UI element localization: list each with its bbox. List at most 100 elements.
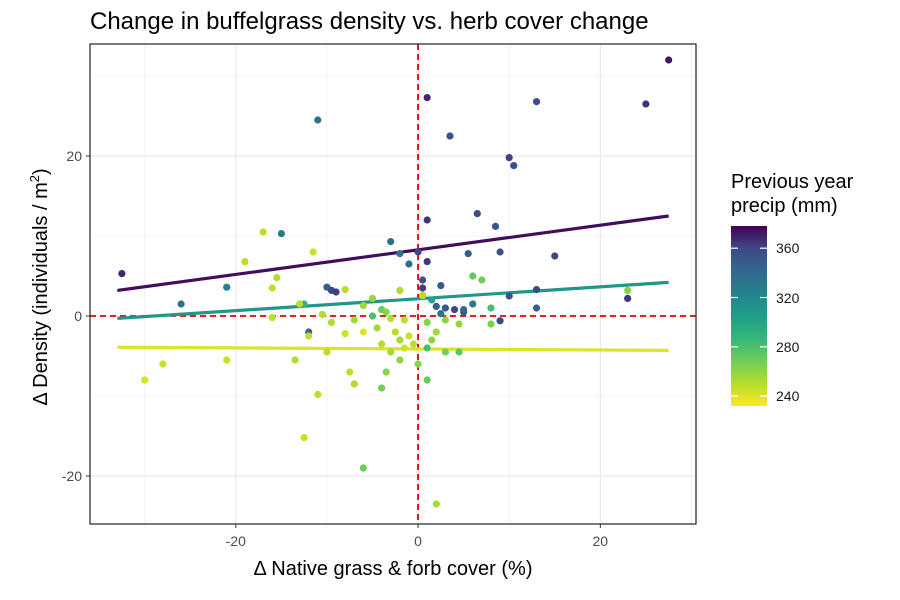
data-point xyxy=(423,344,431,352)
data-point xyxy=(295,300,304,308)
data-point xyxy=(409,340,418,348)
data-point xyxy=(291,356,299,364)
legend-title-line-1: Previous year xyxy=(731,171,854,193)
data-point xyxy=(223,356,231,364)
data-point xyxy=(341,286,349,294)
data-point xyxy=(405,332,413,340)
data-point xyxy=(346,368,354,376)
data-point xyxy=(382,368,390,376)
data-point xyxy=(423,258,431,266)
y-tick-label: -20 xyxy=(62,468,82,484)
data-point xyxy=(309,248,317,256)
axis-ticks: -20 0 20 -20 0 20 xyxy=(62,148,609,549)
data-point xyxy=(460,306,468,314)
data-point xyxy=(405,260,413,268)
data-point xyxy=(387,238,395,246)
data-point xyxy=(624,294,632,302)
data-point xyxy=(387,314,395,322)
data-point xyxy=(419,291,427,299)
data-point xyxy=(423,216,431,224)
data-point xyxy=(350,380,358,388)
data-point xyxy=(423,318,431,326)
data-point xyxy=(487,320,495,328)
data-point xyxy=(141,376,149,384)
data-point xyxy=(396,286,404,294)
data-point xyxy=(532,304,541,312)
y-axis-label-main: Δ Density (individuals / m xyxy=(29,182,52,406)
data-point xyxy=(273,274,281,282)
data-point xyxy=(469,300,477,308)
data-point xyxy=(446,132,454,140)
data-point xyxy=(341,330,349,338)
data-point xyxy=(350,316,358,324)
data-point xyxy=(396,356,404,364)
data-point xyxy=(469,272,477,280)
data-point xyxy=(423,376,431,384)
data-point xyxy=(300,434,308,442)
legend-colorbar xyxy=(731,226,767,406)
data-point xyxy=(368,294,377,302)
fit-lines xyxy=(117,214,669,352)
y-tick-label: 20 xyxy=(66,148,82,164)
data-point xyxy=(414,360,422,368)
data-point xyxy=(159,360,167,368)
fit-line xyxy=(117,280,669,320)
legend-title: Previous year precip (mm) xyxy=(731,170,853,218)
data-point xyxy=(396,336,404,344)
data-point xyxy=(419,284,427,292)
data-point xyxy=(391,328,399,336)
data-point xyxy=(241,258,249,266)
data-point xyxy=(368,312,377,320)
y-axis-label-suffix: ) xyxy=(29,168,52,175)
data-point xyxy=(414,248,422,256)
data-point xyxy=(423,94,431,102)
x-tick-label: 0 xyxy=(414,533,422,549)
legend-tick-label: 360 xyxy=(776,240,800,257)
data-point xyxy=(387,348,395,356)
data-point xyxy=(437,282,445,290)
data-point xyxy=(359,464,367,472)
data-point xyxy=(441,348,449,356)
data-point xyxy=(478,276,486,284)
data-point xyxy=(437,310,445,318)
data-point xyxy=(455,320,463,328)
legend-tick-label: 320 xyxy=(776,289,800,306)
data-point xyxy=(441,304,449,312)
data-point xyxy=(496,317,504,325)
data-point xyxy=(400,316,408,324)
data-point xyxy=(277,230,285,238)
data-point xyxy=(382,308,390,316)
plot-grid xyxy=(90,44,696,524)
data-point xyxy=(378,340,386,348)
y-tick-label: 0 xyxy=(74,308,82,324)
reference-lines xyxy=(90,44,696,524)
x-axis-label: Δ Native grass & forb cover (%) xyxy=(253,558,533,580)
data-point xyxy=(496,248,504,256)
data-point xyxy=(510,162,518,170)
data-point xyxy=(428,336,436,344)
data-point xyxy=(314,390,322,398)
data-point xyxy=(532,286,541,294)
plot-border xyxy=(89,43,697,525)
data-point xyxy=(396,250,404,258)
data-point xyxy=(491,222,500,230)
x-tick-label: -20 xyxy=(226,533,246,549)
data-point xyxy=(400,344,408,352)
x-tick-label: 20 xyxy=(593,533,609,549)
data-point xyxy=(642,100,650,108)
data-point xyxy=(419,276,427,284)
data-point xyxy=(327,318,336,326)
data-point xyxy=(551,252,559,260)
y-axis-label: Δ Density (individuals / m2) xyxy=(27,168,53,405)
data-point xyxy=(464,250,472,258)
fit-line xyxy=(117,214,669,292)
data-point xyxy=(177,300,185,308)
data-point xyxy=(118,270,126,278)
data-point xyxy=(305,332,313,340)
data-point xyxy=(487,304,495,312)
data-point xyxy=(259,228,267,236)
data-point xyxy=(268,314,276,322)
data-point xyxy=(268,284,276,292)
data-point xyxy=(318,310,326,318)
